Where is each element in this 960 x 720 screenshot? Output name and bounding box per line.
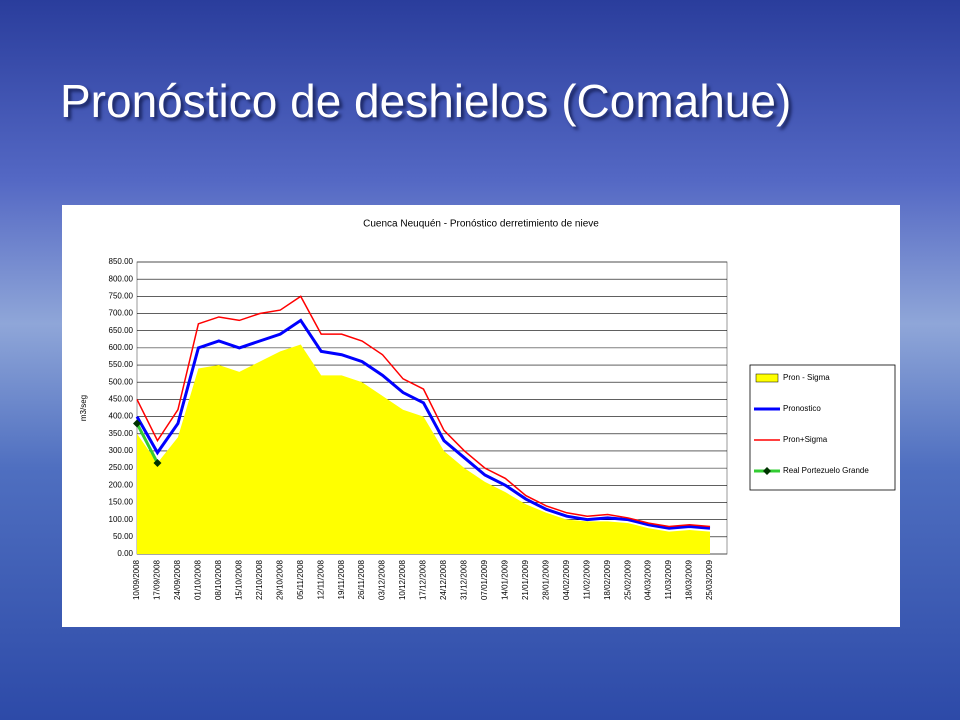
legend-label: Pronostico — [783, 404, 821, 413]
x-tick-label: 15/10/2008 — [234, 559, 243, 600]
x-tick-label: 04/02/2009 — [562, 559, 571, 600]
x-tick-label: 04/03/2009 — [644, 559, 653, 600]
y-tick-label: 100.00 — [109, 515, 134, 524]
y-tick-label: 800.00 — [109, 274, 134, 283]
y-tick-label: 450.00 — [109, 395, 134, 404]
x-tick-label: 14/01/2009 — [500, 559, 509, 600]
y-tick-label: 550.00 — [109, 360, 134, 369]
x-tick-label: 17/09/2008 — [153, 559, 162, 600]
y-axis-label: m3/seg — [79, 395, 88, 421]
x-tick-label: 22/10/2008 — [255, 559, 264, 600]
y-tick-label: 650.00 — [109, 326, 134, 335]
area — [137, 344, 710, 554]
x-tick-label: 29/10/2008 — [275, 559, 284, 600]
x-tick-label: 03/12/2008 — [378, 559, 387, 600]
y-tick-label: 750.00 — [109, 291, 134, 300]
y-tick-label: 250.00 — [109, 463, 134, 472]
y-tick-label: 600.00 — [109, 343, 134, 352]
y-tick-label: 850.00 — [109, 257, 134, 266]
legend-box — [749, 364, 896, 491]
y-tick-label: 500.00 — [109, 377, 134, 386]
line — [136, 295, 711, 528]
y-tick-label: 150.00 — [109, 498, 134, 507]
marker — [133, 419, 141, 428]
x-tick-label: 31/12/2008 — [460, 559, 469, 600]
x-tick-label: 11/03/2009 — [664, 559, 673, 599]
legend-label: Real Portezuelo Grande — [783, 466, 869, 475]
legend-label: Pron+Sigma — [783, 435, 828, 444]
x-tick-label: 07/01/2009 — [480, 559, 489, 600]
x-tick-label: 24/09/2008 — [173, 559, 182, 600]
x-tick-label: 21/01/2009 — [521, 559, 530, 600]
x-tick-label: 10/12/2008 — [398, 559, 407, 600]
legend-label: Pron - Sigma — [783, 373, 830, 382]
line — [135, 422, 159, 464]
legend-marker — [763, 467, 771, 475]
y-tick-label: 350.00 — [109, 429, 134, 438]
slide-title: Pronóstico de deshielos (Comahue) — [60, 75, 792, 127]
legend-swatch — [755, 373, 779, 383]
x-tick-label: 12/11/2008 — [316, 559, 325, 599]
y-tick-label: 400.00 — [109, 412, 134, 421]
y-tick-label: 0.00 — [117, 549, 133, 558]
x-tick-label: 25/03/2009 — [705, 559, 714, 600]
x-tick-label: 18/02/2009 — [603, 559, 612, 600]
y-tick-label: 300.00 — [109, 446, 134, 455]
y-tick-label: 200.00 — [109, 480, 134, 489]
x-tick-label: 24/12/2008 — [439, 559, 448, 600]
x-tick-label: 08/10/2008 — [214, 559, 223, 600]
x-tick-label: 17/12/2008 — [419, 559, 428, 600]
x-tick-label: 28/01/2009 — [541, 559, 550, 600]
chart-title: Cuenca Neuquén - Pronóstico derretimient… — [363, 219, 599, 230]
x-tick-label: 19/11/2008 — [337, 559, 346, 599]
x-tick-label: 25/02/2009 — [623, 559, 632, 600]
y-tick-label: 50.00 — [113, 532, 134, 541]
x-tick-label: 01/10/2008 — [194, 559, 203, 600]
x-tick-label: 10/09/2008 — [132, 559, 141, 600]
x-tick-label: 18/03/2009 — [685, 559, 694, 600]
y-tick-label: 700.00 — [109, 309, 134, 318]
line — [135, 318, 711, 530]
marker — [153, 458, 162, 467]
x-tick-label: 11/02/2009 — [582, 559, 591, 599]
x-tick-label: 05/11/2008 — [296, 559, 305, 599]
x-tick-label: 26/11/2008 — [357, 559, 366, 599]
